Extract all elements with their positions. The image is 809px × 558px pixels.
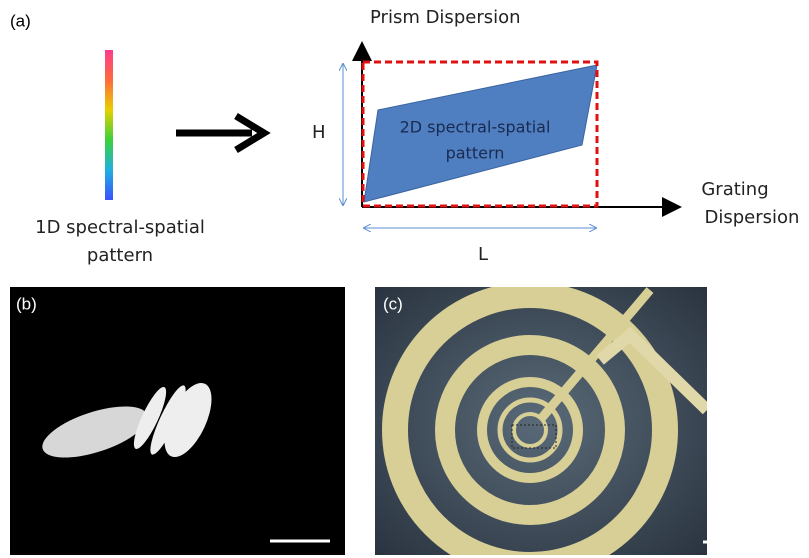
axis-label: Grating [701, 179, 768, 200]
axis-label: Dispersion [705, 207, 800, 228]
pattern-label: pattern [87, 245, 153, 266]
figure: (a) 1D spectral-spatial pattern Prism Di… [0, 0, 809, 558]
panel-label: (b) [16, 294, 37, 313]
pattern-label: 1D spectral-spatial [35, 217, 205, 238]
dimension-label: L [478, 244, 488, 265]
image-c [375, 287, 713, 558]
panel-label: (c) [383, 294, 403, 313]
panel-label: (a) [10, 11, 31, 30]
dimension-label: H [312, 122, 326, 143]
axis-label: Prism Dispersion [370, 7, 521, 28]
spectrum-bar [105, 50, 113, 200]
pattern-label: pattern [446, 144, 505, 163]
pattern-label: 2D spectral-spatial [400, 118, 551, 137]
